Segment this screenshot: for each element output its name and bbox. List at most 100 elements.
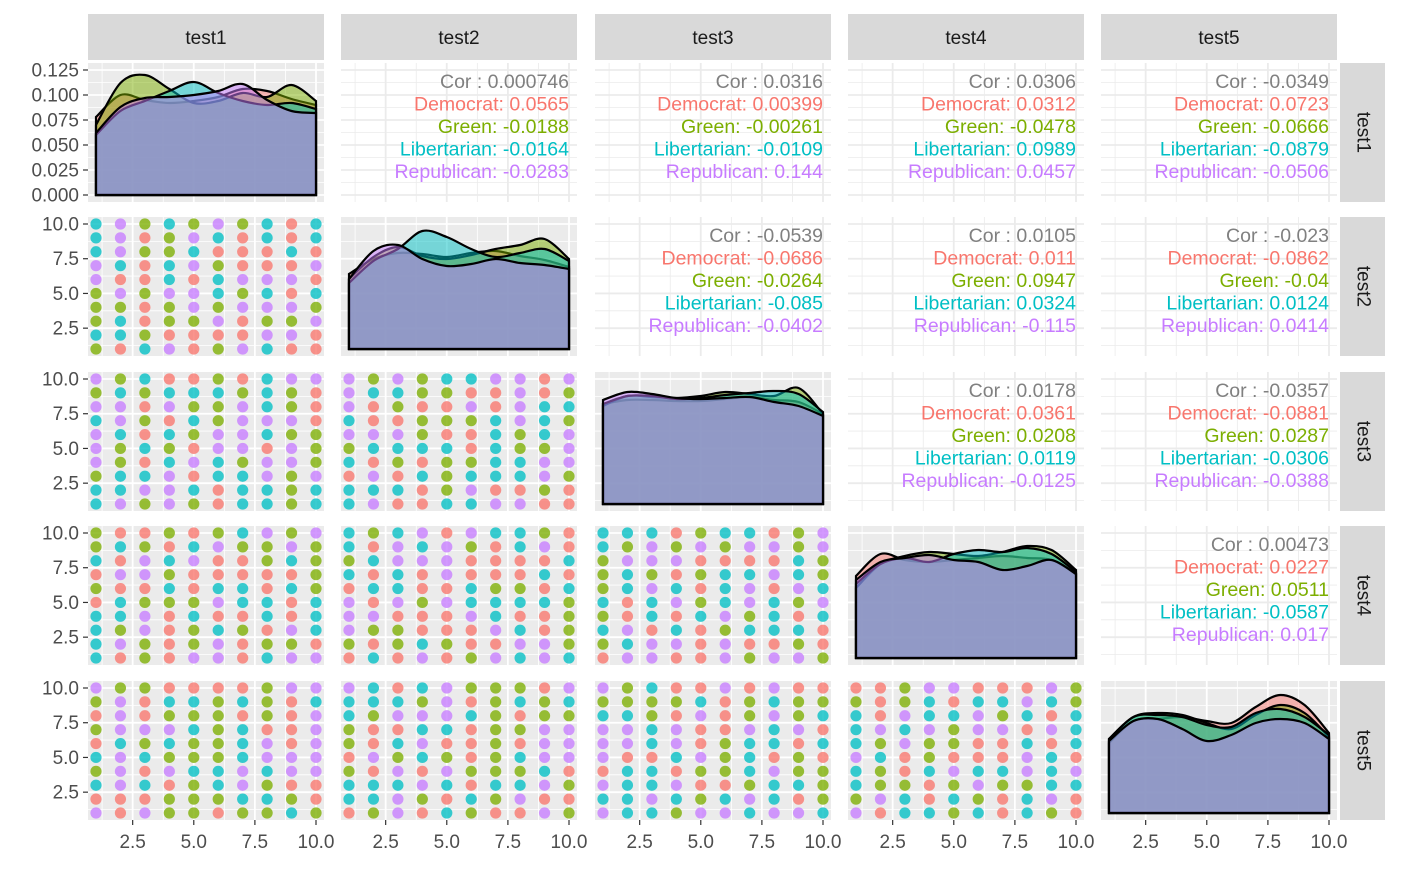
scatter-point: [392, 387, 404, 399]
scatter-point: [416, 765, 428, 777]
scatter-point: [163, 807, 175, 819]
scatter-point: [163, 315, 175, 327]
scatter-point: [310, 484, 322, 496]
scatter-point: [744, 596, 756, 609]
scatter-point: [441, 710, 453, 722]
density-area: [601, 390, 825, 506]
scatter-point: [972, 696, 984, 708]
panel-background: [848, 681, 1084, 820]
group-correlation: Libertarian: 0.0119: [915, 448, 1076, 470]
scatter-point: [621, 724, 634, 736]
scatter-point: [719, 779, 731, 791]
scatter-point: [90, 682, 102, 694]
scatter-point: [139, 387, 151, 399]
scatter-point: [563, 779, 575, 791]
overall-correlation: Cor : 0.0306: [969, 71, 1076, 93]
scatter-point: [563, 401, 575, 413]
scatter-point: [90, 765, 102, 777]
panel-background: [595, 681, 831, 820]
scatter-point: [285, 696, 298, 708]
scatter-point: [163, 415, 175, 427]
scatter-point: [538, 696, 551, 708]
x-tick-label: 7.5: [1255, 832, 1281, 853]
row-strip: [1340, 681, 1385, 820]
scatter-point: [563, 724, 575, 736]
column-strip: [341, 14, 577, 60]
scatter-point: [367, 555, 380, 567]
scatter-point: [621, 569, 634, 581]
column-strip: [88, 14, 324, 60]
scatter-point: [997, 696, 1009, 708]
scatter-panel: [595, 526, 831, 665]
scatter-point: [441, 541, 453, 553]
scatter-point: [490, 807, 502, 819]
scatter-point: [212, 751, 224, 764]
group-correlation: Republican: -0.0388: [1154, 470, 1329, 492]
scatter-point: [646, 569, 658, 581]
scatter-point: [850, 737, 862, 750]
scatter-point: [163, 301, 175, 313]
scatter-point: [1070, 779, 1082, 791]
scatter-point: [997, 737, 1009, 750]
scatter-point: [261, 273, 273, 286]
scatter-point: [139, 710, 151, 722]
scatter-point: [285, 273, 298, 286]
scatter-point: [416, 696, 428, 708]
scatter-point: [563, 442, 575, 455]
scatter-point: [490, 541, 502, 553]
scatter-point: [139, 498, 151, 510]
scatter-point: [188, 329, 200, 341]
scatter-point: [744, 582, 756, 595]
scatter-point: [817, 793, 829, 805]
scatter-point: [310, 456, 322, 468]
scatter-point: [817, 638, 829, 650]
scatter-point: [768, 765, 780, 777]
x-tick-label: 5.0: [688, 832, 714, 853]
scatter-point: [1021, 724, 1033, 736]
scatter-point: [139, 724, 151, 736]
scatter-point: [563, 387, 575, 399]
scatter-point: [285, 456, 298, 468]
scatter-point: [90, 696, 102, 708]
scatter-point: [343, 442, 355, 455]
scatter-point: [416, 793, 428, 805]
group-correlation: Libertarian: 0.0124: [1166, 293, 1329, 315]
scatter-point: [343, 610, 355, 622]
scatter-point: [237, 555, 249, 567]
scatter-point: [188, 498, 200, 510]
scatter-point: [465, 652, 477, 664]
scatter-point: [719, 652, 731, 664]
y-tick-label: 0.125: [31, 61, 79, 82]
scatter-point: [114, 638, 127, 650]
scatter-point: [1045, 696, 1058, 708]
x-tick-label: 2.5: [119, 832, 145, 853]
scatter-point: [490, 484, 502, 496]
scatter-point: [538, 807, 551, 819]
scatter-point: [563, 541, 575, 553]
scatter-point: [538, 484, 551, 496]
scatter-point: [367, 751, 380, 764]
scatter-point: [310, 287, 322, 300]
scatter-point: [261, 498, 273, 510]
y-tick-label: 0.075: [31, 111, 79, 132]
scatter-point: [285, 596, 298, 609]
scatter-point: [817, 737, 829, 750]
group-correlation: Green: 0.0511: [1206, 579, 1329, 601]
scatter-point: [212, 442, 224, 455]
scatter-point: [899, 793, 911, 805]
scatter-point: [367, 582, 380, 595]
scatter-point: [90, 596, 102, 609]
scatter-point: [343, 569, 355, 581]
scatter-point: [90, 807, 102, 819]
scatter-point: [768, 710, 780, 722]
scatter-point: [212, 724, 224, 736]
scatter-point: [719, 541, 731, 553]
scatter-point: [538, 596, 551, 609]
scatter-point: [817, 751, 829, 764]
scatter-point: [90, 387, 102, 399]
scatter-point: [237, 387, 249, 399]
scatter-point: [285, 329, 298, 341]
scatter-point: [343, 765, 355, 777]
scatter-point: [899, 737, 911, 750]
